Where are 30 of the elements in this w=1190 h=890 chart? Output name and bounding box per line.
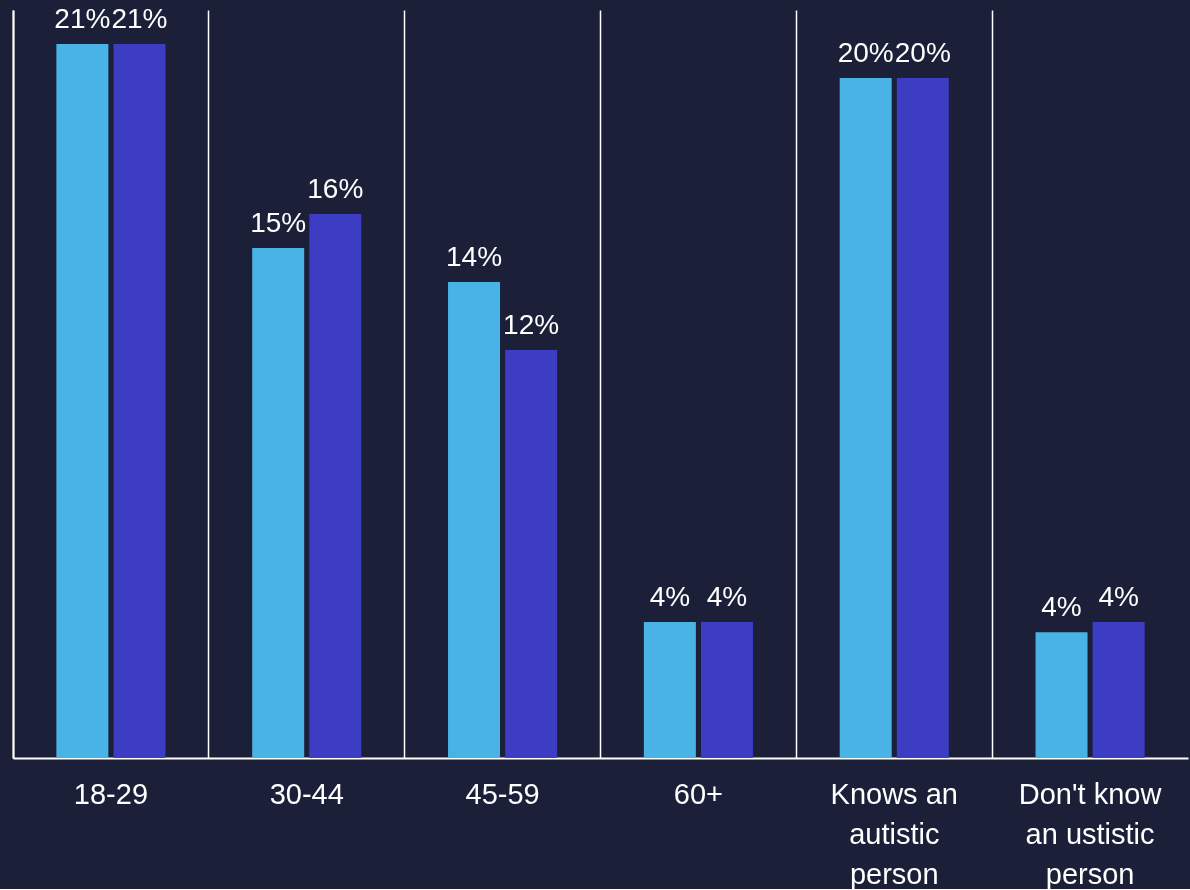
bar [700,622,753,758]
bar [56,44,109,758]
data-label: 12% [503,309,560,340]
bar [252,248,305,758]
x-tick-label: 60+ [673,777,724,810]
bar [309,214,362,758]
data-label: 4% [706,581,748,612]
data-label: 14% [446,241,503,272]
data-label: 20% [837,37,894,68]
bar [896,78,949,758]
data-label: 21% [111,3,168,34]
data-label: 4% [1098,581,1139,612]
bar [113,44,166,758]
data-label: 20% [894,37,951,68]
x-tick-label: Knows an autistic person [830,777,958,890]
bar [839,78,892,758]
x-tick-label: Don't know an ustistic person [1018,777,1163,890]
x-tick-label: 45-59 [465,777,540,810]
bar [1092,622,1145,758]
bar [643,622,696,758]
data-label: 21% [54,3,111,34]
bar [1035,632,1088,758]
data-label: 4% [649,581,691,612]
data-label: 4% [1041,591,1082,623]
bar [505,350,558,758]
x-tick-label: 30-44 [269,777,344,810]
x-tick-label: 18-29 [73,777,148,810]
bar [448,282,501,758]
data-label: 15% [250,207,307,238]
data-label: 16% [307,173,364,204]
